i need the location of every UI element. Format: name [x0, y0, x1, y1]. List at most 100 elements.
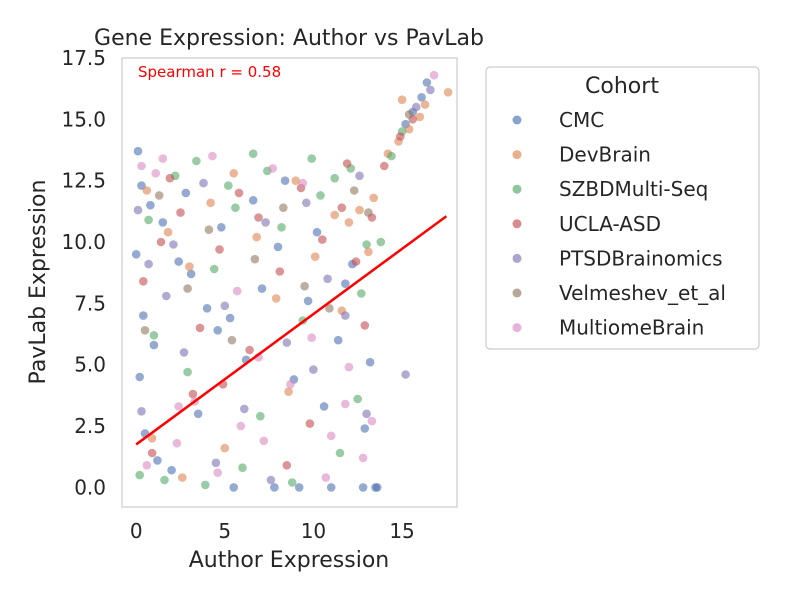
- x-axis-ticks: 0 5 10 15: [130, 519, 415, 543]
- point-multiomebrain-8: [286, 380, 295, 389]
- y-tick-label: 17.5: [61, 46, 106, 70]
- point-ptsdbrainomics-2: [162, 291, 171, 301]
- point-cmc-20: [135, 372, 144, 382]
- plot-area: Spearman r = 0.58: [121, 57, 458, 508]
- point-cmc-26: [270, 483, 279, 492]
- point-devbrain-14: [178, 473, 187, 482]
- point-ptsdbrainomics-6: [240, 404, 249, 414]
- point-cmc-23: [167, 465, 176, 475]
- point-devbrain-13: [147, 434, 157, 443]
- legend-marker-cmc: [512, 115, 522, 125]
- point-ptsdbrainomics-3: [179, 348, 189, 357]
- point-cmc-32: [149, 340, 159, 350]
- point-ptsdbrainomics-17: [309, 365, 318, 374]
- point-szbdmulti-seq-1: [149, 331, 159, 340]
- y-tick-label: 12.5: [61, 169, 106, 193]
- x-tick-label: 10: [301, 519, 326, 543]
- point-multiomebrain-22: [236, 421, 246, 431]
- point-ptsdbrainomics-18: [362, 409, 371, 419]
- point-devbrain-4: [229, 169, 238, 178]
- point-cmc-7: [213, 326, 222, 335]
- point-devbrain-5: [252, 232, 261, 242]
- point-ucla-asd-4: [215, 245, 224, 254]
- point-cmc-38: [341, 279, 350, 289]
- point-ptsdbrainomics-8: [282, 338, 292, 347]
- point-multiomebrain-21: [158, 154, 168, 163]
- point-devbrain-12: [364, 247, 373, 257]
- point-cmc-24: [193, 409, 203, 419]
- point-cmc-13: [303, 296, 313, 306]
- point-ucla-asd-3: [195, 323, 205, 333]
- point-cmc-5: [186, 269, 196, 279]
- y-tick-label: 7.5: [74, 291, 106, 315]
- point-multiomebrain-0: [137, 161, 146, 171]
- scatter-points: [131, 70, 453, 492]
- point-ucla-asd-6: [254, 213, 263, 222]
- point-velmeshev-et-al-7: [300, 281, 309, 291]
- point-szbdmulti-seq-19: [335, 448, 345, 458]
- point-ucla-asd-7: [275, 267, 285, 276]
- point-szbdmulti-seq-8: [277, 223, 286, 232]
- point-cmc-14: [319, 402, 329, 411]
- point-szbdmulti-seq-16: [201, 480, 210, 490]
- point-cmc-15: [333, 335, 343, 345]
- point-cmc-2: [146, 200, 155, 210]
- point-devbrain-3: [206, 198, 215, 208]
- point-ptsdbrainomics-10: [323, 274, 332, 284]
- point-cmc-29: [358, 483, 368, 492]
- point-ptsdbrainomics-13: [137, 407, 146, 416]
- point-ucla-asd-1: [156, 237, 166, 247]
- point-devbrain-7: [291, 176, 301, 185]
- point-devbrain-9: [330, 210, 340, 220]
- regression-line: [135, 215, 448, 446]
- point-ucla-asd-24: [342, 159, 352, 168]
- point-multiomebrain-11: [344, 362, 354, 372]
- point-devbrain-18: [369, 193, 379, 203]
- point-ucla-asd-19: [396, 132, 405, 141]
- point-multiomebrain-5: [232, 286, 242, 296]
- y-axis-ticks: 0.0 2.5 5.0 7.5 10.0 12.5 15.0 17.5: [61, 46, 106, 499]
- legend-label-multiomebrain: MultiomeBrain: [559, 316, 704, 340]
- point-cmc-28: [326, 483, 336, 492]
- point-szbdmulti-seq-22: [183, 367, 192, 377]
- point-devbrain-8: [310, 252, 320, 261]
- legend-items: CMC DevBrain SZBDMulti-Seq UCLA-ASD PTSDBrai…: [512, 108, 726, 340]
- point-szbdmulti-seq-10: [316, 191, 325, 200]
- point-ucla-asd-18: [380, 161, 389, 171]
- point-ucla-asd-10: [337, 203, 347, 212]
- point-cmc-39: [365, 357, 375, 367]
- legend-label-ptsdbrainomics: PTSDBrainomics: [559, 246, 723, 270]
- legend-marker-ucla-asd: [512, 219, 522, 229]
- point-devbrain-25: [420, 100, 430, 109]
- point-devbrain-21: [404, 124, 414, 134]
- point-multiomebrain-17: [259, 436, 269, 446]
- point-szbdmulti-seq-26: [357, 289, 366, 298]
- point-multiomebrain-9: [307, 333, 317, 343]
- point-cmc-33: [181, 188, 191, 198]
- point-devbrain-1: [163, 227, 173, 237]
- point-velmeshev-et-al-6: [279, 203, 288, 212]
- point-szbdmulti-seq-17: [238, 463, 247, 473]
- point-ucla-asd-15: [245, 345, 254, 355]
- legend-label-cmc: CMC: [559, 108, 604, 132]
- point-szbdmulti-seq-6: [248, 149, 258, 158]
- point-ptsdbrainomics-7: [261, 218, 270, 227]
- point-szbdmulti-seq-21: [144, 215, 153, 225]
- point-cmc-35: [248, 196, 258, 205]
- point-cmc-6: [202, 304, 212, 313]
- point-ptsdbrainomics-15: [211, 458, 221, 468]
- point-ucla-asd-5: [234, 188, 244, 198]
- point-cmc-42: [417, 93, 426, 102]
- point-devbrain-24: [397, 95, 407, 104]
- point-devbrain-16: [284, 387, 293, 397]
- point-cmc-43: [422, 78, 432, 87]
- legend-label-velmeshev-et-al: Velmeshev_et_al: [559, 281, 726, 305]
- point-velmeshev-et-al-0: [140, 326, 150, 335]
- point-multiomebrain-10: [326, 431, 336, 441]
- legend-marker-devbrain: [512, 150, 522, 160]
- point-cmc-22: [153, 456, 162, 465]
- point-ucla-asd-17: [360, 321, 370, 330]
- x-tick-label: 5: [218, 519, 231, 543]
- point-szbdmulti-seq-27: [387, 151, 396, 161]
